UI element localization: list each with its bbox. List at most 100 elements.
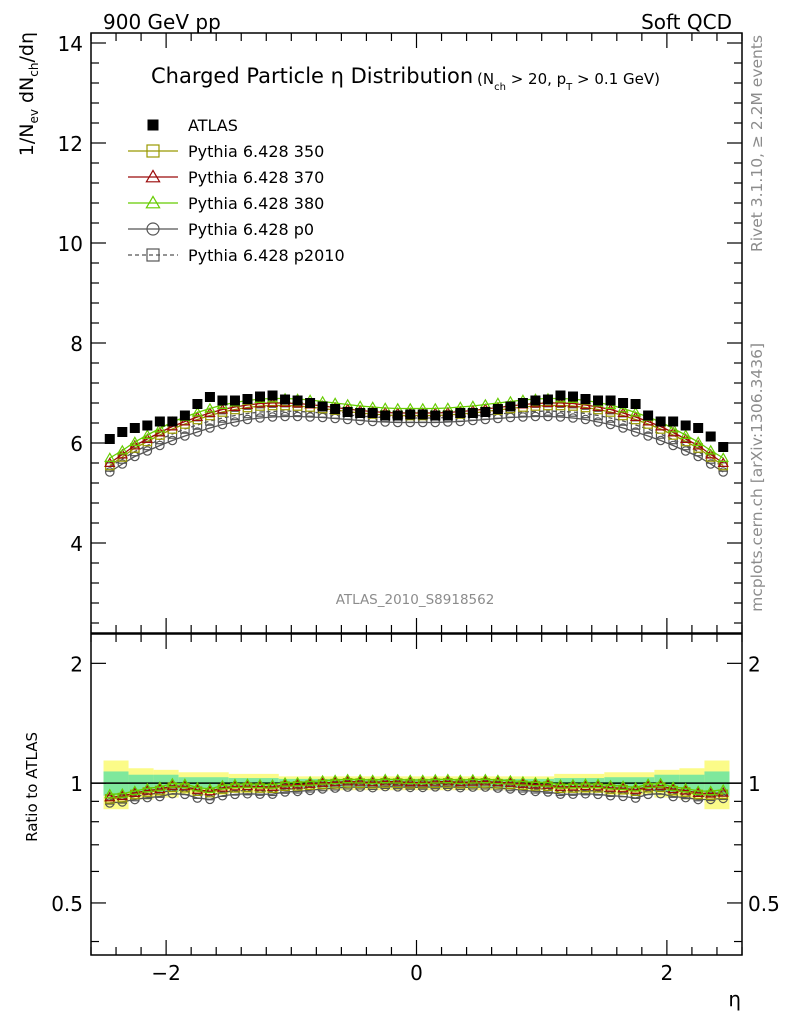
ratio-y-tick-label: 1 [70, 772, 83, 796]
mcplots-source-label: mcplots.cern.ch [arXiv:1306.3436] [748, 343, 766, 612]
ratio-data-point [179, 778, 191, 788]
ratio-data-point [629, 784, 642, 794]
data-point [667, 422, 679, 433]
data-point [605, 395, 616, 406]
data-point [517, 398, 528, 408]
legend-item-pythia-6-428-370: Pythia 6.428 370 [128, 168, 324, 187]
ratio-data-point [642, 780, 654, 791]
legend-item-pythia-6-428-380: Pythia 6.428 380 [128, 194, 324, 213]
ratio-data-point [279, 779, 291, 789]
ratio-data-point [191, 781, 204, 792]
ratio-data-point [329, 774, 341, 785]
ratio-data-point [404, 774, 416, 784]
legend-marker [145, 195, 161, 209]
ratio-data-point [517, 775, 529, 786]
ratio-data-point [104, 788, 116, 799]
data-point [593, 410, 603, 421]
series-pythia-6-428-p0 [104, 411, 729, 477]
ratio-data-point [567, 778, 579, 789]
ratio-data-point [316, 777, 329, 787]
data-point [255, 407, 265, 417]
data-point [593, 395, 604, 406]
ratio-data-point [479, 775, 492, 786]
ratio-data-point [529, 778, 542, 789]
data-point [480, 407, 491, 417]
ratio-data-point [692, 787, 704, 797]
ratio-data-point [504, 774, 517, 785]
data-point [568, 413, 578, 423]
data-point [154, 422, 166, 433]
data-point [492, 404, 503, 414]
data-point [205, 423, 215, 433]
ratio-data-point [542, 776, 554, 787]
legend-item-pythia-6-428-p2010: Pythia 6.428 p2010 [128, 246, 345, 265]
ratio-data-point [166, 777, 179, 788]
data-point [593, 417, 603, 427]
ratio-data-point [154, 781, 166, 791]
ratio-data-point [717, 786, 729, 797]
ratio-data-point [341, 773, 354, 784]
data-point [668, 416, 679, 427]
data-point [267, 390, 278, 401]
ratio-data-point [467, 776, 479, 786]
ratio-data-point [116, 790, 128, 801]
main-panel-series [104, 390, 729, 477]
ratio-data-point [479, 773, 492, 784]
data-point [705, 431, 716, 442]
ratio-data-point [354, 776, 366, 786]
data-point [267, 412, 278, 422]
data-point [305, 398, 316, 408]
ratio-data-point [429, 773, 441, 784]
y-axis-label: 1/Nev dNch/dη [16, 32, 41, 156]
data-point [430, 410, 441, 421]
data-point [543, 411, 553, 422]
ratio-data-point [229, 778, 241, 789]
data-point [305, 412, 315, 422]
data-point [643, 431, 653, 441]
y-tick-label: 10 [58, 232, 83, 256]
ratio-series-pythia-6-428-370 [104, 775, 729, 802]
data-point [191, 406, 204, 417]
ratio-data-point [604, 781, 617, 792]
data-point [255, 391, 266, 402]
ratio-data-point [392, 773, 404, 784]
ratio-data-point [667, 783, 679, 794]
ratio-data-point [266, 781, 279, 791]
data-point [655, 435, 666, 446]
y-tick-label: 14 [58, 32, 83, 56]
data-point [630, 399, 641, 409]
ratio-data-point [592, 780, 604, 791]
ratio-data-point [417, 776, 429, 787]
data-point [680, 420, 691, 431]
data-point [217, 419, 228, 430]
data-point [367, 408, 378, 418]
data-point [567, 391, 578, 402]
ratio-data-point [705, 787, 717, 798]
data-point [605, 413, 616, 423]
data-point [104, 452, 116, 462]
y-tick-label: 8 [70, 332, 83, 356]
x-tick-label: 0 [410, 961, 423, 985]
ratio-data-point [654, 780, 667, 790]
ratio-data-point [379, 775, 391, 786]
ratio-data-point [629, 781, 642, 792]
ratio-data-point [341, 775, 354, 786]
data-point [355, 408, 366, 418]
legend-label: Pythia 6.428 p0 [188, 220, 314, 239]
data-point [117, 459, 128, 469]
ratio-y-tick-label: 2 [70, 652, 83, 676]
ratio-data-point [554, 781, 567, 791]
data-point [693, 423, 704, 433]
data-point [680, 429, 692, 439]
legend-item-atlas: ATLAS [147, 116, 238, 135]
data-point [167, 416, 178, 427]
data-point [104, 434, 115, 444]
ratio-data-point [392, 776, 404, 786]
ratio-data-point [680, 782, 692, 793]
ratio-data-point [291, 778, 304, 789]
data-point [530, 395, 541, 406]
series-line [109, 410, 724, 468]
data-point [142, 446, 153, 456]
data-point [680, 446, 691, 456]
